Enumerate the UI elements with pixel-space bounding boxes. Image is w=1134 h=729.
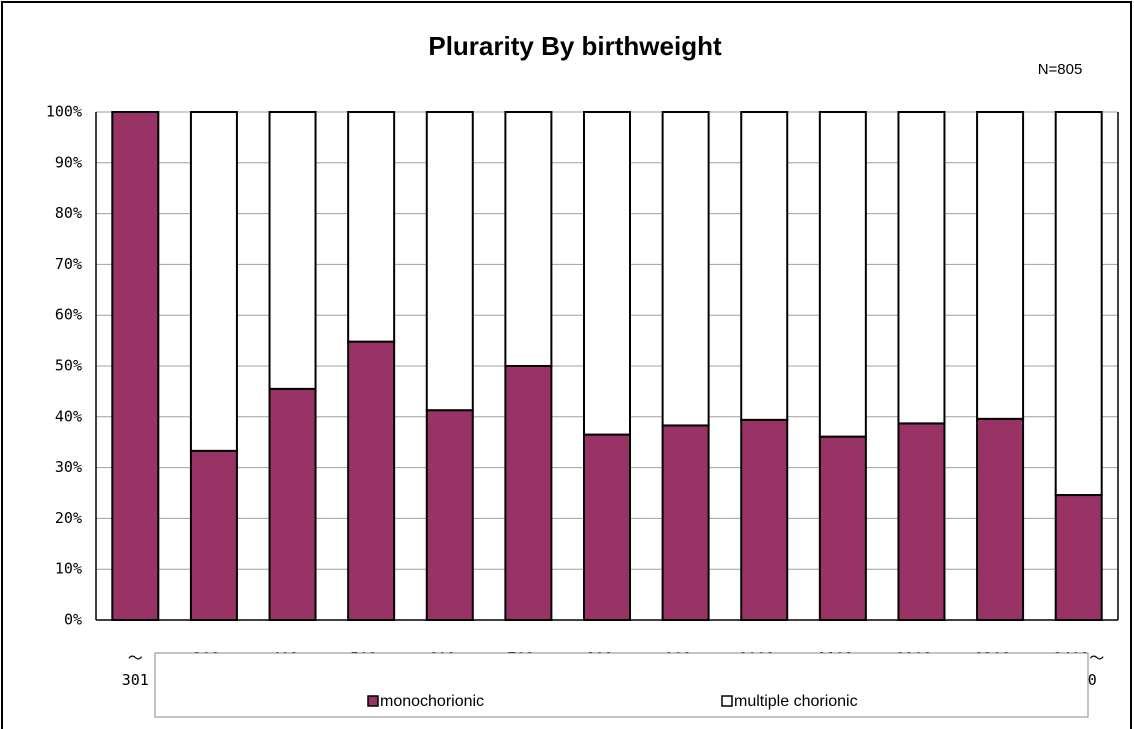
bar-segment bbox=[425, 111, 474, 412]
bar-segment bbox=[661, 424, 710, 621]
bar-segment bbox=[268, 387, 317, 621]
bar-segment bbox=[818, 435, 867, 621]
y-tick-label: 90% bbox=[55, 153, 82, 171]
x-tick-label-line: ～ bbox=[128, 649, 143, 667]
bar-segment bbox=[189, 449, 238, 621]
bar-segment bbox=[1054, 111, 1103, 497]
y-tick-label: 100% bbox=[46, 103, 82, 121]
legend-swatch bbox=[721, 695, 733, 707]
annotation: N=805 bbox=[1038, 61, 1083, 78]
bar-segment bbox=[504, 365, 553, 621]
legend-label: multiple chorionic bbox=[734, 693, 858, 710]
x-tick-label: ～ 301 bbox=[122, 649, 149, 689]
bar-segment bbox=[897, 111, 946, 425]
x-tick-label-line: 301 bbox=[122, 671, 149, 689]
bar-segment bbox=[661, 111, 710, 427]
bar-segment bbox=[583, 433, 631, 621]
bar-segment bbox=[740, 111, 789, 421]
y-tick-label: 0% bbox=[64, 611, 82, 629]
bar-segment bbox=[189, 111, 238, 452]
y-tick-label: 40% bbox=[55, 407, 82, 425]
y-tick-label: 70% bbox=[55, 255, 82, 273]
y-tick-label: 50% bbox=[55, 357, 82, 375]
bar-segment bbox=[976, 417, 1025, 621]
bar-segment bbox=[976, 111, 1025, 420]
y-tick-label: 60% bbox=[55, 306, 82, 324]
bar-segment bbox=[740, 418, 789, 621]
bar-segment bbox=[425, 409, 474, 622]
bar-segment bbox=[347, 340, 396, 621]
bar-segment bbox=[583, 111, 631, 436]
legend-label: monochorionic bbox=[380, 693, 484, 710]
bar-segment bbox=[818, 111, 867, 438]
legend-box bbox=[154, 652, 1089, 718]
y-tick-label: 20% bbox=[55, 509, 82, 527]
chart-title: Plurarity By birthweight bbox=[428, 31, 722, 61]
y-tick-label: 30% bbox=[55, 458, 82, 476]
bar-segment bbox=[897, 422, 946, 621]
y-tick-label: 80% bbox=[55, 204, 82, 222]
bar-segment bbox=[347, 111, 396, 343]
bar-segment bbox=[111, 111, 160, 621]
y-tick-label: 10% bbox=[55, 560, 82, 578]
bar-segment bbox=[268, 111, 317, 390]
bar-segment bbox=[504, 111, 553, 367]
bar-segment bbox=[1054, 494, 1103, 622]
legend-swatch bbox=[367, 695, 379, 707]
